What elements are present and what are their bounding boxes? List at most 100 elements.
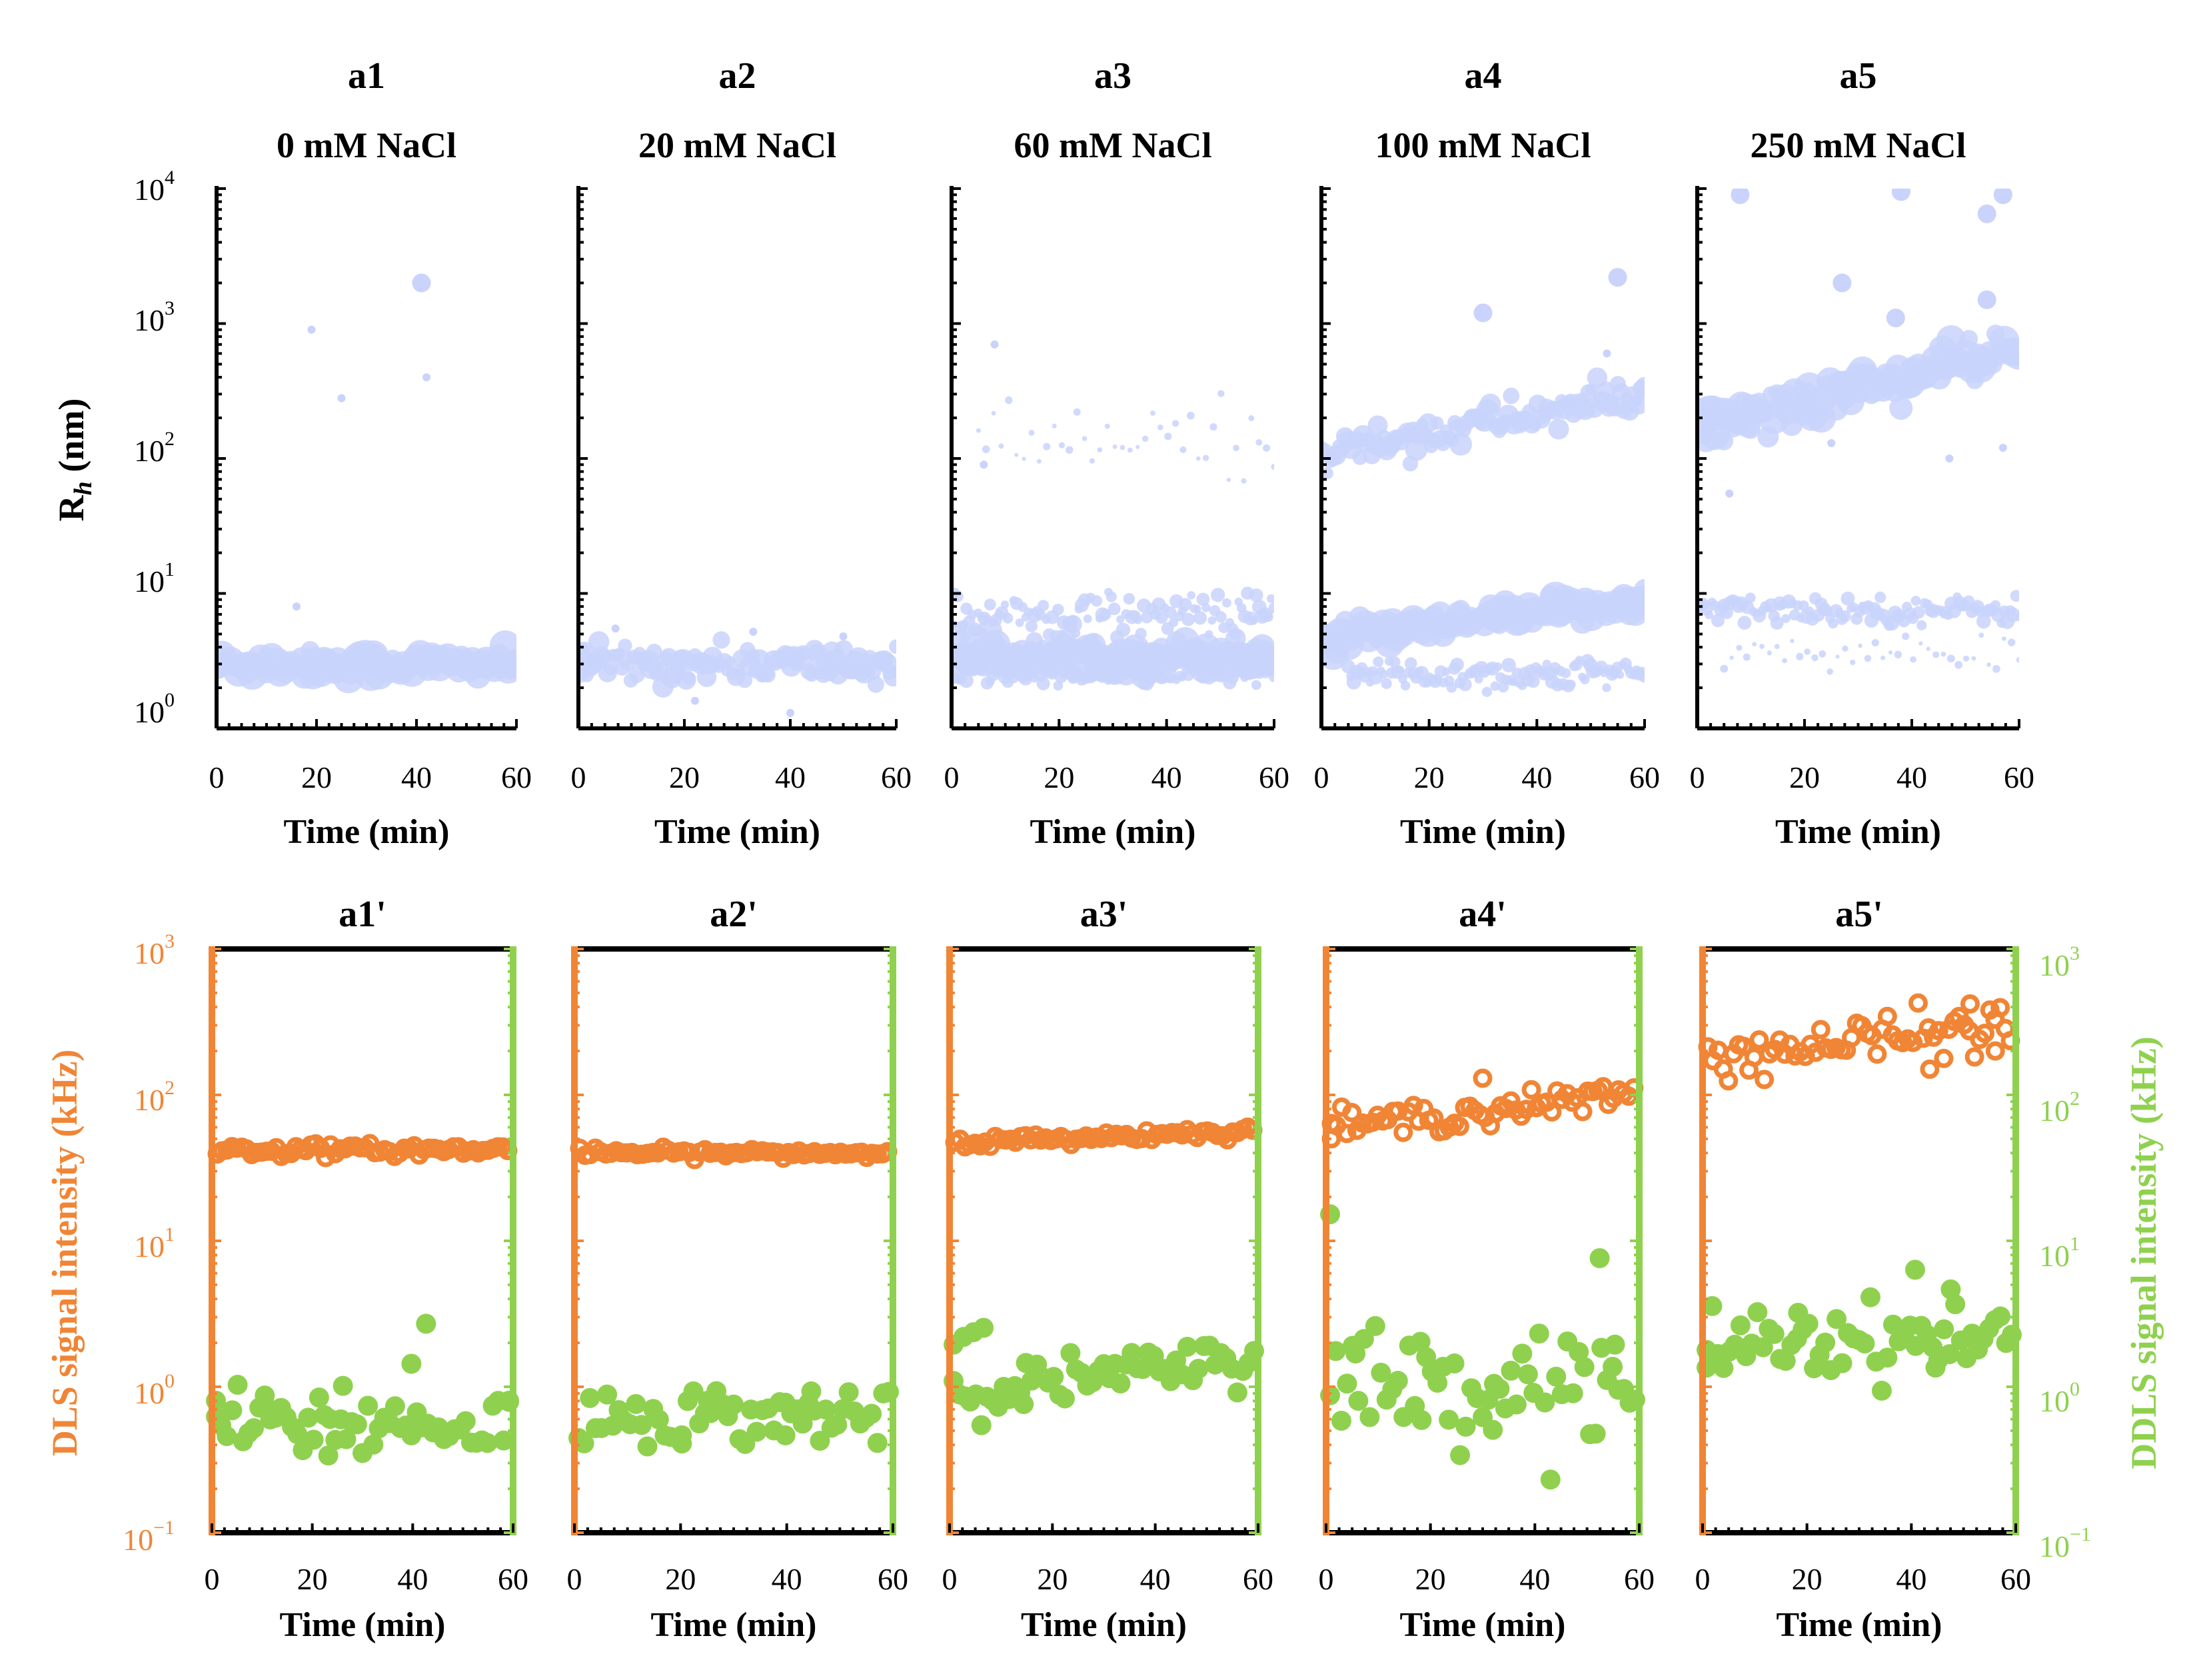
bubble-secondary bbox=[1222, 598, 1231, 608]
bubble-aggregates bbox=[1043, 442, 1051, 450]
x-tick-label-a4: 40 bbox=[1521, 760, 1552, 794]
bubble-lower bbox=[1971, 656, 1976, 661]
bottom-left-y-tick-1e3: 103 bbox=[134, 930, 175, 970]
x-tick-label-a2': 20 bbox=[665, 1562, 696, 1596]
bubble-lower bbox=[1458, 678, 1472, 692]
ddls-point bbox=[347, 1414, 367, 1435]
ddls-point bbox=[1764, 1323, 1785, 1344]
bubble-lower bbox=[1251, 680, 1261, 690]
bubble-main bbox=[646, 644, 662, 660]
bubble-outlier bbox=[422, 373, 430, 382]
bubble-secondary bbox=[1193, 611, 1207, 625]
dls-point bbox=[1920, 1059, 1940, 1079]
bubble-lower bbox=[1835, 654, 1840, 659]
ddls-point bbox=[1450, 1445, 1471, 1465]
ddls-point bbox=[838, 1382, 859, 1403]
bubble-lower bbox=[1136, 664, 1145, 674]
bottom-right-y-tick-1e2: 102 bbox=[2039, 1088, 2080, 1128]
ddls-point bbox=[455, 1411, 476, 1431]
bubble-lower bbox=[1106, 663, 1117, 673]
ddls-point bbox=[1934, 1319, 1954, 1339]
dls-point bbox=[1393, 1122, 1413, 1142]
bubble-lower bbox=[1804, 648, 1811, 655]
bubble-lower bbox=[1566, 680, 1576, 689]
panel-a1': 0 20 40 60 Time (min) a1' bbox=[205, 894, 529, 1644]
ddls-point bbox=[1605, 1334, 1625, 1355]
bubble-lower bbox=[2016, 656, 2019, 663]
bubble-main bbox=[1990, 600, 2001, 610]
x-tick-label-a4': 20 bbox=[1415, 1562, 1446, 1596]
x-tick-label-a1: 20 bbox=[301, 760, 332, 794]
bubble-aggregates bbox=[1179, 446, 1187, 453]
bubble-secondary bbox=[1145, 645, 1155, 656]
x-tick-label-a4: 20 bbox=[1414, 760, 1445, 794]
x-tick-label-a4: 0 bbox=[1314, 760, 1329, 794]
ddls-point bbox=[1121, 1343, 1142, 1363]
bubble-large bbox=[2003, 338, 2019, 370]
bubble-aggregates bbox=[1066, 446, 1074, 454]
bubble-secondary bbox=[1006, 646, 1016, 656]
bubble-lower bbox=[1864, 654, 1872, 662]
panel-a4: 0 20 40 60 Time (min) a4 100 mM NaCl bbox=[1314, 55, 1661, 851]
bubble-outlier bbox=[839, 632, 848, 641]
bubble-secondary bbox=[1249, 588, 1263, 602]
bubble-secondary bbox=[1263, 612, 1273, 622]
ddls-series-a4' bbox=[1320, 1204, 1645, 1490]
bubble-outlier bbox=[1891, 189, 1910, 201]
bubble-main bbox=[682, 672, 696, 686]
bubble-outlier bbox=[293, 602, 301, 611]
ddls-point bbox=[287, 1424, 308, 1445]
bubble-secondary bbox=[1164, 606, 1177, 619]
x-tick-label-a5: 40 bbox=[1896, 760, 1927, 794]
panel-a4': 0 20 40 60 Time (min) a4' bbox=[1319, 894, 1655, 1644]
ddls-point bbox=[1060, 1343, 1081, 1363]
bubble-lower bbox=[1827, 668, 1833, 675]
bubble-main bbox=[1828, 618, 1839, 629]
ddls-point bbox=[827, 1414, 848, 1435]
x-tick-label-a5: 20 bbox=[1789, 760, 1820, 794]
ddls-point bbox=[1860, 1287, 1880, 1307]
bubble-lower bbox=[1395, 666, 1405, 674]
bubble-main bbox=[618, 638, 632, 653]
x-tick-label-a3': 20 bbox=[1037, 1562, 1068, 1596]
dls-point bbox=[1928, 1021, 1948, 1041]
ddls-point bbox=[401, 1353, 422, 1374]
ddls-point bbox=[1529, 1323, 1549, 1344]
x-tick-label-a2: 60 bbox=[881, 760, 912, 794]
x-tick-label-a1': 20 bbox=[297, 1562, 328, 1596]
bubble-outlier bbox=[1977, 290, 1996, 309]
dls-point bbox=[1473, 1068, 1493, 1088]
bubble-main bbox=[1916, 620, 1927, 630]
ddls-point bbox=[1713, 1357, 1734, 1378]
ddls-point bbox=[1990, 1306, 2011, 1327]
ddls-point bbox=[574, 1433, 594, 1453]
ddls-point bbox=[244, 1418, 265, 1439]
x-tick-label-a3': 0 bbox=[942, 1562, 958, 1596]
bubble-lower bbox=[1388, 656, 1401, 668]
ddls-point bbox=[1411, 1409, 1432, 1430]
ddls-point bbox=[1517, 1364, 1538, 1385]
bubble-lower bbox=[1871, 638, 1879, 647]
bubble-lower bbox=[1940, 651, 1946, 657]
ddls-point bbox=[810, 1431, 830, 1451]
bubble-lower bbox=[2001, 636, 2006, 641]
bubble-aggregates bbox=[1052, 423, 1057, 428]
bubble-secondary bbox=[1116, 615, 1125, 624]
bubble-outlier bbox=[749, 628, 758, 636]
bubble-large bbox=[1449, 432, 1473, 456]
x-tick-label-a3': 40 bbox=[1140, 1562, 1171, 1596]
bubble-lower bbox=[1264, 661, 1274, 675]
bubble-outlier bbox=[980, 460, 988, 469]
ddls-point bbox=[1585, 1423, 1606, 1444]
bottom-left-y-tick-1e1: 101 bbox=[134, 1224, 175, 1263]
bubble-secondary bbox=[1107, 602, 1121, 616]
bubble-lower bbox=[1858, 643, 1862, 648]
ddls-point bbox=[1506, 1394, 1527, 1415]
bubble-outlier bbox=[337, 394, 346, 403]
bubble-secondary bbox=[1071, 628, 1081, 638]
x-axis-title-a3': Time (min) bbox=[1021, 1606, 1187, 1644]
bubble-main bbox=[1745, 592, 1756, 603]
ddls-point bbox=[1353, 1329, 1374, 1349]
ddls-point bbox=[1014, 1394, 1034, 1415]
bubble-aggregates bbox=[1073, 408, 1081, 416]
